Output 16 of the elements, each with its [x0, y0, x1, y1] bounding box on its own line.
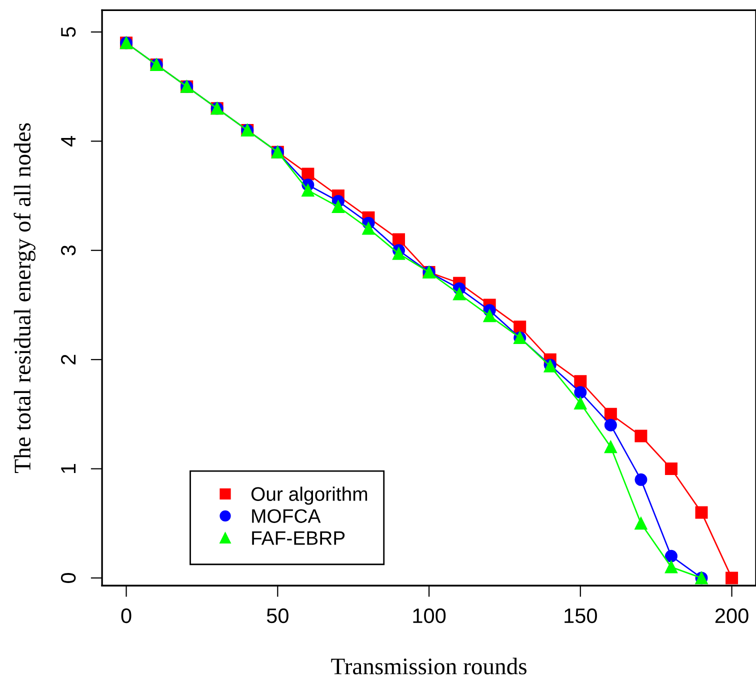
y-tick-label: 1: [61, 464, 76, 473]
y-tick-label: 0: [60, 572, 76, 583]
y-tick-label: 3: [60, 246, 76, 256]
y-tick-label: 4: [61, 136, 76, 146]
x-tick-label: 200: [715, 608, 748, 624]
legend-label: MOFCA: [252, 509, 321, 523]
x-tick-label: 150: [564, 608, 597, 624]
x-tick-label: 50: [266, 608, 288, 624]
x-tick-label: 0: [121, 608, 132, 624]
y-tick-label: 2: [60, 354, 76, 364]
y-axis-title: The total residual energy of all nodes: [14, 123, 36, 473]
y-tick-label: 5: [61, 27, 76, 37]
x-tick-label: 100: [413, 608, 446, 624]
x-axis-title: Transmission rounds: [331, 658, 526, 674]
legend-label: FAF-EBRP: [252, 531, 345, 545]
legend-label: Our algorithm: [251, 486, 368, 505]
